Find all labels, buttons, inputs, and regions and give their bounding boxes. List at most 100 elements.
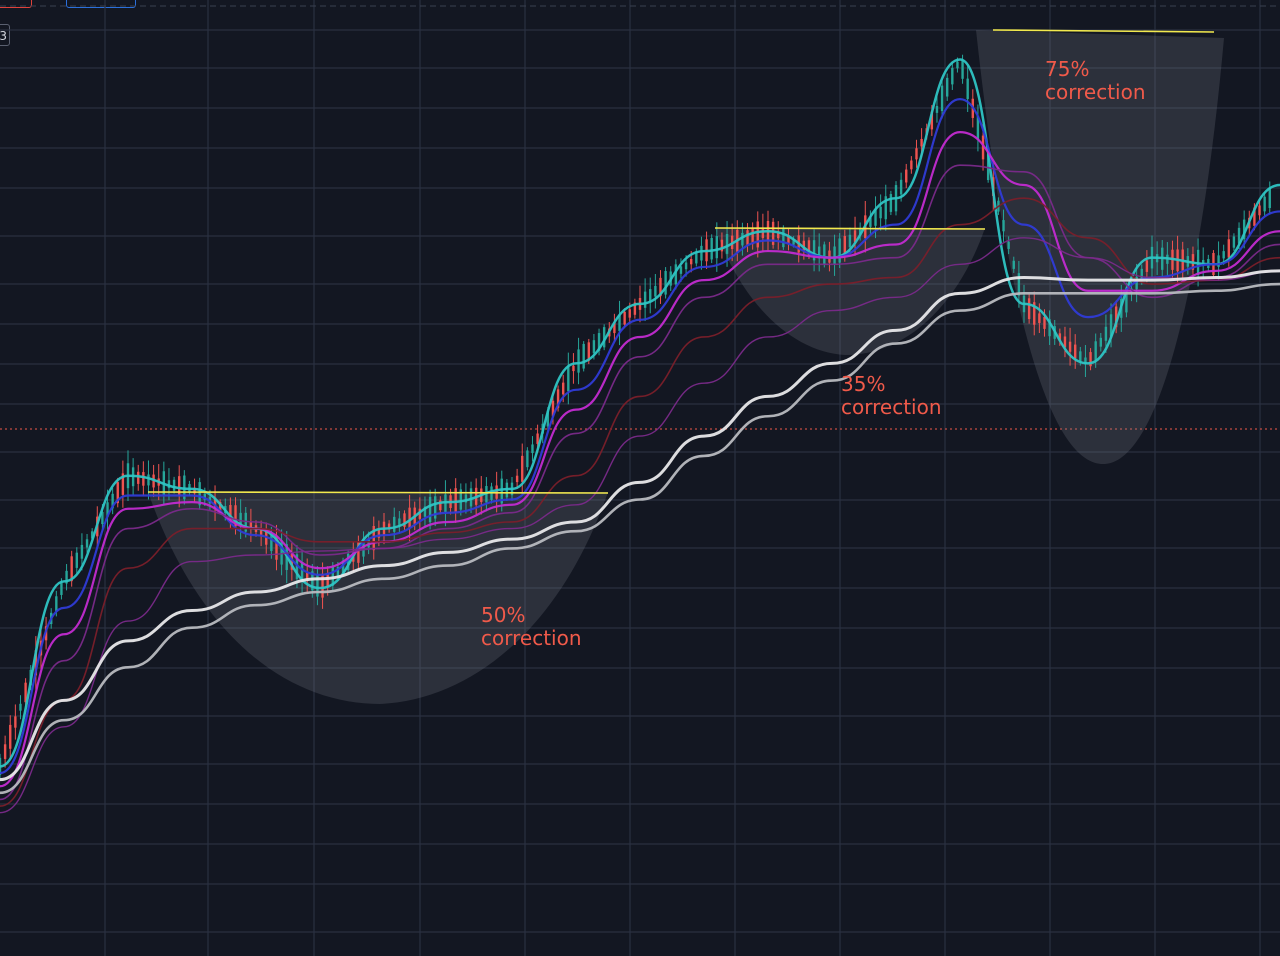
resistance-line-1 xyxy=(147,491,609,494)
candle-body xyxy=(848,234,852,248)
candle-body xyxy=(316,574,319,597)
candle-body xyxy=(1027,298,1031,320)
candle-body xyxy=(423,506,427,517)
candle-body xyxy=(715,236,718,259)
candle-body xyxy=(403,513,406,527)
candle-body xyxy=(1253,207,1256,226)
candle-body xyxy=(60,582,63,595)
candle-body xyxy=(643,291,647,308)
candle-body xyxy=(147,474,150,486)
ma-line-0 xyxy=(0,58,1280,768)
ma-line-6 xyxy=(0,269,1280,782)
ma-line-5 xyxy=(0,237,1280,814)
candle-body xyxy=(111,493,114,509)
candle-body xyxy=(34,650,38,676)
candle-body xyxy=(884,196,887,220)
candle-body xyxy=(229,505,232,521)
candle-body xyxy=(1017,273,1021,296)
candle-body xyxy=(981,135,985,160)
candle-body xyxy=(1002,220,1005,232)
candle-body xyxy=(746,230,749,245)
candle-body xyxy=(700,245,703,261)
candle-body xyxy=(633,302,637,315)
candle-body xyxy=(961,59,964,79)
candle-body xyxy=(1094,341,1097,361)
candle-body xyxy=(234,505,237,527)
candle-body xyxy=(331,566,334,586)
candle-body xyxy=(684,262,688,270)
candle-body xyxy=(910,160,913,170)
candle-body xyxy=(1084,357,1087,365)
candle-body xyxy=(946,77,949,97)
ma-line-4 xyxy=(0,197,1280,807)
candle-body xyxy=(357,541,360,563)
candle-body xyxy=(592,340,596,354)
side-panel-tab[interactable]: 3 xyxy=(0,24,10,46)
candle-body xyxy=(80,544,84,559)
candle-body xyxy=(1222,251,1225,259)
candle-body xyxy=(930,111,934,130)
candle-body xyxy=(1063,336,1067,348)
candle-body xyxy=(833,246,836,265)
candle-body xyxy=(249,521,253,529)
candle-body xyxy=(1227,239,1230,258)
candle-body xyxy=(178,476,181,497)
candle-body xyxy=(807,240,811,257)
candle-body xyxy=(70,556,73,582)
candle-body xyxy=(372,525,375,551)
candle-body xyxy=(823,244,826,265)
candle-body xyxy=(710,237,713,260)
candle-body xyxy=(613,322,616,334)
candle-body xyxy=(1007,241,1010,249)
candle-body xyxy=(551,400,555,417)
candle-body xyxy=(597,333,601,351)
cup-shape-3 xyxy=(976,30,1224,465)
candle-body xyxy=(1268,187,1271,208)
candle-body xyxy=(469,488,473,507)
candle-body xyxy=(1068,341,1072,352)
candle-body xyxy=(858,228,862,235)
candle-body xyxy=(55,596,58,611)
resistance-lines xyxy=(147,29,1215,494)
candle-body xyxy=(336,566,340,576)
candle-body xyxy=(454,488,457,513)
candle-body xyxy=(664,270,667,295)
candle-body xyxy=(577,349,580,373)
annotation-2-percent: 75% xyxy=(1045,57,1089,81)
candle-body xyxy=(367,538,370,548)
candle-body xyxy=(85,539,89,548)
candle-body xyxy=(572,365,575,372)
candle-body xyxy=(582,343,585,369)
candle-body xyxy=(526,450,529,468)
candle-body xyxy=(183,475,186,500)
candle-body xyxy=(387,523,391,530)
candle-body xyxy=(1038,313,1041,323)
candle-body xyxy=(812,240,816,261)
candle-body xyxy=(167,480,171,489)
candle-body xyxy=(1079,351,1082,362)
candle-body xyxy=(90,531,94,539)
candle-body xyxy=(1109,314,1113,337)
candle-body xyxy=(741,232,744,246)
candle-body xyxy=(556,389,560,408)
candle-body xyxy=(1237,227,1241,244)
candle-body xyxy=(695,251,698,264)
candle-body xyxy=(771,221,775,245)
resistance-line-3 xyxy=(992,29,1215,33)
candle-body xyxy=(782,228,785,248)
candle-body xyxy=(720,239,724,252)
candle-body xyxy=(940,85,944,112)
candle-body xyxy=(137,471,140,484)
candle-body xyxy=(915,148,918,160)
candle-body xyxy=(1242,219,1246,240)
candle-body xyxy=(408,507,411,529)
candle-body xyxy=(14,716,17,728)
candle-body xyxy=(521,455,524,482)
candle-body xyxy=(434,496,437,519)
candle-body xyxy=(546,410,550,427)
candle-body xyxy=(935,105,939,113)
candle-body xyxy=(290,553,294,570)
price-badge-blue xyxy=(66,0,136,8)
